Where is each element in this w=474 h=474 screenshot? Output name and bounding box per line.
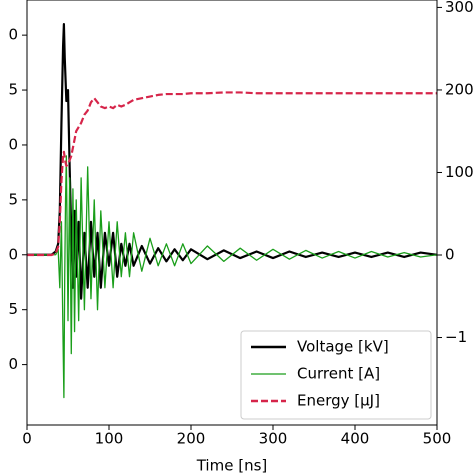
x-tick-label: 100 — [95, 430, 124, 448]
y2-tick-label: 200 — [445, 80, 474, 98]
y-tick-label: 5 — [8, 81, 18, 99]
y2-tick-label: 100 — [445, 163, 474, 181]
x-tick-label: 400 — [341, 430, 370, 448]
series-line — [27, 23, 438, 300]
legend-label: Energy [μJ] — [297, 392, 380, 410]
y-tick-label: 0 — [8, 135, 18, 153]
y-tick-label: 5 — [8, 300, 18, 318]
x-axis-label: Time [ns] — [196, 457, 268, 474]
series-line — [27, 91, 437, 257]
y-tick-label: 0 — [8, 245, 18, 263]
legend-label: Voltage [kV] — [297, 338, 389, 356]
x-tick-label: 300 — [259, 430, 288, 448]
plot-frame — [26, 0, 438, 426]
y-tick-label: 0 — [8, 26, 18, 44]
y2-tick-label: 300 — [445, 0, 474, 16]
x-tick-label: 0 — [22, 430, 32, 448]
y2-tick-label: 0 — [445, 246, 455, 264]
x-tick-label: 500 — [423, 430, 452, 448]
y-tick-label: 5 — [8, 190, 18, 208]
series-line — [27, 155, 438, 399]
legend-box — [240, 330, 432, 420]
x-tick-label: 200 — [177, 430, 206, 448]
y-tick-label: 0 — [8, 355, 18, 373]
y2-tick-label: −1 — [445, 328, 467, 346]
legend-label: Current [A] — [297, 365, 380, 383]
